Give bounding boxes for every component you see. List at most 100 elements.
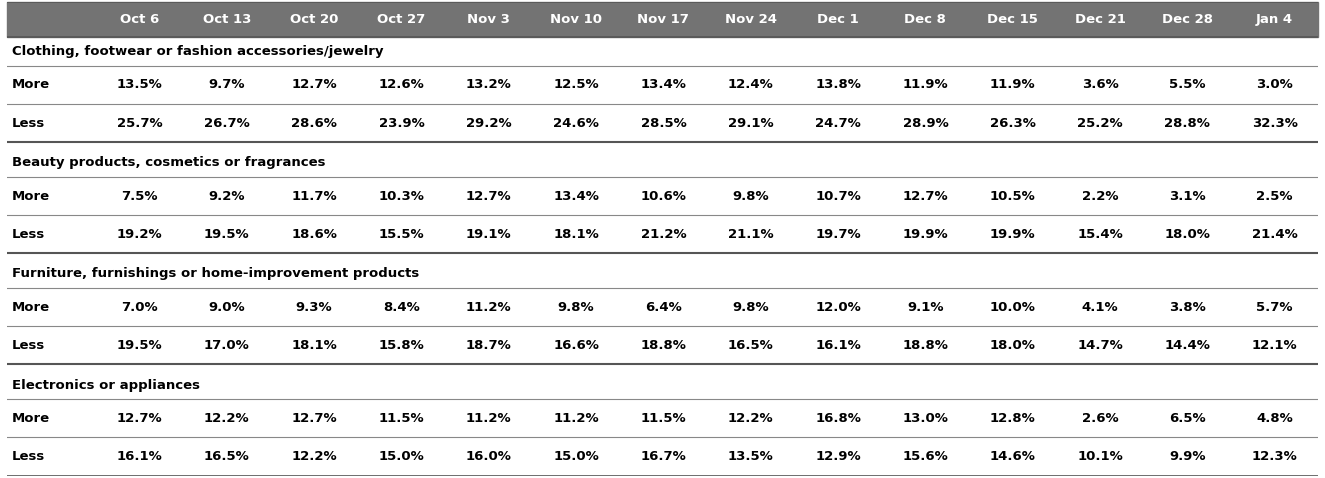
- Text: 10.1%: 10.1%: [1077, 450, 1122, 463]
- Text: Clothing, footwear or fashion accessories/jewelry: Clothing, footwear or fashion accessorie…: [12, 45, 383, 58]
- Text: 18.8%: 18.8%: [902, 339, 949, 352]
- Text: 9.3%: 9.3%: [295, 301, 333, 314]
- Text: Jan 4: Jan 4: [1256, 13, 1293, 26]
- Text: 13.5%: 13.5%: [117, 78, 163, 91]
- Text: 6.5%: 6.5%: [1169, 412, 1206, 425]
- Text: Less: Less: [12, 117, 45, 130]
- Text: 12.7%: 12.7%: [117, 412, 162, 425]
- Text: 18.0%: 18.0%: [1165, 228, 1210, 241]
- Text: 12.7%: 12.7%: [466, 190, 511, 203]
- Text: 11.2%: 11.2%: [466, 412, 511, 425]
- Text: Nov 3: Nov 3: [468, 13, 510, 26]
- Text: 19.5%: 19.5%: [204, 228, 249, 241]
- Text: 11.2%: 11.2%: [554, 412, 599, 425]
- Text: 10.6%: 10.6%: [640, 190, 686, 203]
- Text: 15.5%: 15.5%: [379, 228, 424, 241]
- Text: 9.8%: 9.8%: [733, 301, 768, 314]
- Text: 16.7%: 16.7%: [640, 450, 686, 463]
- Text: 2.2%: 2.2%: [1081, 190, 1118, 203]
- Text: 16.5%: 16.5%: [727, 339, 774, 352]
- Text: 6.4%: 6.4%: [645, 301, 682, 314]
- Text: Dec 15: Dec 15: [987, 13, 1039, 26]
- Text: 11.2%: 11.2%: [466, 301, 511, 314]
- Text: 21.1%: 21.1%: [727, 228, 774, 241]
- Text: 16.1%: 16.1%: [117, 450, 163, 463]
- Text: 15.0%: 15.0%: [554, 450, 599, 463]
- Text: 18.1%: 18.1%: [554, 228, 599, 241]
- Text: 16.8%: 16.8%: [815, 412, 861, 425]
- Text: 18.8%: 18.8%: [640, 339, 686, 352]
- Text: More: More: [12, 301, 50, 314]
- Text: Nov 10: Nov 10: [550, 13, 602, 26]
- Text: 25.7%: 25.7%: [117, 117, 162, 130]
- Text: 29.1%: 29.1%: [727, 117, 774, 130]
- Text: 19.9%: 19.9%: [990, 228, 1036, 241]
- Text: 7.0%: 7.0%: [121, 301, 158, 314]
- Text: 3.1%: 3.1%: [1169, 190, 1206, 203]
- Text: 12.8%: 12.8%: [990, 412, 1036, 425]
- Text: 11.9%: 11.9%: [902, 78, 949, 91]
- Text: 12.0%: 12.0%: [815, 301, 861, 314]
- Text: Oct 27: Oct 27: [378, 13, 425, 26]
- Text: Nov 17: Nov 17: [637, 13, 689, 26]
- Text: 11.9%: 11.9%: [990, 78, 1036, 91]
- Text: 26.3%: 26.3%: [990, 117, 1036, 130]
- Text: 8.4%: 8.4%: [383, 301, 420, 314]
- Text: More: More: [12, 78, 50, 91]
- Text: 9.9%: 9.9%: [1169, 450, 1206, 463]
- Text: 12.1%: 12.1%: [1252, 339, 1297, 352]
- Text: 25.2%: 25.2%: [1077, 117, 1122, 130]
- Text: 9.7%: 9.7%: [208, 78, 245, 91]
- Text: Electronics or appliances: Electronics or appliances: [12, 379, 200, 391]
- Text: 12.7%: 12.7%: [292, 78, 337, 91]
- Text: 12.7%: 12.7%: [292, 412, 337, 425]
- Text: 2.5%: 2.5%: [1256, 190, 1293, 203]
- Text: 19.2%: 19.2%: [117, 228, 162, 241]
- Text: 13.5%: 13.5%: [727, 450, 774, 463]
- Text: 10.0%: 10.0%: [990, 301, 1036, 314]
- Text: 19.9%: 19.9%: [902, 228, 949, 241]
- Text: Oct 13: Oct 13: [203, 13, 250, 26]
- Text: 12.4%: 12.4%: [727, 78, 774, 91]
- Text: 12.7%: 12.7%: [902, 190, 949, 203]
- Text: 3.8%: 3.8%: [1169, 301, 1206, 314]
- Text: 29.2%: 29.2%: [466, 117, 511, 130]
- Text: 19.7%: 19.7%: [815, 228, 861, 241]
- Text: Oct 6: Oct 6: [119, 13, 159, 26]
- Text: 7.5%: 7.5%: [121, 190, 158, 203]
- Text: 28.9%: 28.9%: [902, 117, 949, 130]
- Text: 18.7%: 18.7%: [466, 339, 511, 352]
- Text: 24.6%: 24.6%: [553, 117, 599, 130]
- Text: 32.3%: 32.3%: [1252, 117, 1297, 130]
- Text: 16.6%: 16.6%: [553, 339, 599, 352]
- Text: Oct 20: Oct 20: [290, 13, 338, 26]
- Text: 14.4%: 14.4%: [1165, 339, 1210, 352]
- Text: More: More: [12, 412, 50, 425]
- Text: 23.9%: 23.9%: [379, 117, 424, 130]
- Text: 26.7%: 26.7%: [204, 117, 249, 130]
- Text: Dec 8: Dec 8: [905, 13, 946, 26]
- Text: 11.5%: 11.5%: [640, 412, 686, 425]
- Text: 10.7%: 10.7%: [815, 190, 861, 203]
- Text: 28.5%: 28.5%: [640, 117, 686, 130]
- Text: 12.5%: 12.5%: [554, 78, 599, 91]
- Text: 3.6%: 3.6%: [1081, 78, 1118, 91]
- Text: 9.0%: 9.0%: [208, 301, 245, 314]
- Text: 21.2%: 21.2%: [640, 228, 686, 241]
- Text: 18.1%: 18.1%: [292, 339, 337, 352]
- Text: Dec 1: Dec 1: [818, 13, 859, 26]
- Text: Beauty products, cosmetics or fragrances: Beauty products, cosmetics or fragrances: [12, 156, 326, 169]
- Text: 13.4%: 13.4%: [553, 190, 599, 203]
- Text: 9.8%: 9.8%: [733, 190, 768, 203]
- Text: More: More: [12, 190, 50, 203]
- Text: Dec 28: Dec 28: [1162, 13, 1212, 26]
- Text: 12.3%: 12.3%: [1252, 450, 1297, 463]
- Text: 14.6%: 14.6%: [990, 450, 1036, 463]
- Text: 28.6%: 28.6%: [292, 117, 337, 130]
- Text: 5.7%: 5.7%: [1256, 301, 1293, 314]
- Text: 9.8%: 9.8%: [558, 301, 595, 314]
- Text: Dec 21: Dec 21: [1075, 13, 1125, 26]
- Text: 9.1%: 9.1%: [908, 301, 943, 314]
- Text: 13.4%: 13.4%: [640, 78, 686, 91]
- Text: 12.6%: 12.6%: [379, 78, 424, 91]
